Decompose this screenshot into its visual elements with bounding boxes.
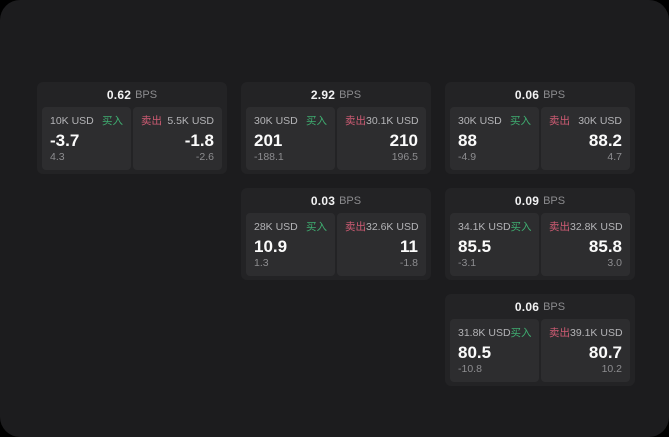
quote-panels: 28K USD 买入 10.9 1.3 卖出 32.6K USD 11 -1.8	[241, 213, 431, 280]
bps-unit-label: BPS	[543, 300, 566, 313]
sell-size: 32.6K USD	[366, 221, 419, 233]
sell-size: 39.1K USD	[570, 327, 623, 339]
bps-value: 0.03	[310, 193, 336, 208]
buy-size: 31.8K USD	[458, 327, 511, 339]
bps-unit-label: BPS	[543, 88, 566, 101]
sell-price: 85.8	[588, 237, 622, 256]
sell-sub-value: 196.5	[391, 151, 418, 163]
buy-size: 28K USD	[254, 221, 298, 233]
buy-label: 买入	[510, 327, 532, 339]
quote-card: 0.62 BPS 10K USD 买入 -3.7 4.3 卖出 5.5K USD	[37, 82, 227, 174]
sell-sub-value: -2.6	[195, 151, 214, 163]
bps-unit-label: BPS	[135, 88, 158, 101]
buy-label: 买入	[510, 221, 532, 233]
quote-card: 0.03 BPS 28K USD 买入 10.9 1.3 卖出 32.6K US…	[241, 188, 431, 280]
card-header: 2.92 BPS	[241, 82, 431, 107]
sell-price: 80.7	[588, 343, 622, 362]
buy-panel[interactable]: 31.8K USD 买入 80.5 -10.8	[450, 319, 539, 382]
buy-panel[interactable]: 34.1K USD 买入 85.5 -3.1	[450, 213, 539, 276]
buy-size: 30K USD	[458, 115, 502, 127]
bps-value: 0.62	[106, 87, 132, 102]
quote-card: 2.92 BPS 30K USD 买入 201 -188.1 卖出 30.1K …	[241, 82, 431, 174]
buy-size: 10K USD	[50, 115, 94, 127]
bps-value: 0.06	[514, 87, 540, 102]
sell-panel[interactable]: 卖出 32.8K USD 85.8 3.0	[541, 213, 630, 276]
buy-price: 88	[458, 131, 477, 150]
card-header: 0.09 BPS	[445, 188, 635, 213]
buy-size: 30K USD	[254, 115, 298, 127]
quote-card-grid: 0.62 BPS 10K USD 买入 -3.7 4.3 卖出 5.5K USD	[37, 82, 635, 386]
buy-sub-value: 1.3	[254, 257, 269, 269]
buy-label: 买入	[510, 115, 531, 127]
quote-card: 0.06 BPS 31.8K USD 买入 80.5 -10.8 卖出 39.1…	[445, 294, 635, 386]
sell-sub-value: 4.7	[607, 151, 622, 163]
bps-unit-label: BPS	[543, 194, 566, 207]
buy-label: 买入	[306, 115, 327, 127]
sell-sub-value: 10.2	[601, 363, 622, 375]
card-header: 0.06 BPS	[445, 294, 635, 319]
bps-value: 2.92	[310, 87, 336, 102]
sell-size: 30K USD	[578, 115, 622, 127]
sell-sub-value: 3.0	[607, 257, 622, 269]
buy-label: 买入	[306, 221, 327, 233]
buy-panel[interactable]: 10K USD 买入 -3.7 4.3	[42, 107, 131, 170]
sell-price: 88.2	[588, 131, 622, 150]
buy-size: 34.1K USD	[458, 221, 511, 233]
sell-price: 11	[400, 237, 418, 256]
card-header: 0.03 BPS	[241, 188, 431, 213]
sell-sub-value: -1.8	[399, 257, 418, 269]
sell-label: 卖出	[345, 115, 366, 127]
quote-panels: 30K USD 买入 201 -188.1 卖出 30.1K USD 210 1…	[241, 107, 431, 174]
quote-panels: 31.8K USD 买入 80.5 -10.8 卖出 39.1K USD 80.…	[445, 319, 635, 386]
buy-panel[interactable]: 30K USD 买入 88 -4.9	[450, 107, 539, 170]
buy-sub-value: -10.8	[458, 363, 482, 375]
sell-label: 卖出	[549, 115, 570, 127]
buy-price: 10.9	[254, 237, 288, 256]
sell-panel[interactable]: 卖出 39.1K USD 80.7 10.2	[541, 319, 630, 382]
bps-value: 0.09	[514, 193, 540, 208]
buy-panel[interactable]: 30K USD 买入 201 -188.1	[246, 107, 335, 170]
card-header: 0.06 BPS	[445, 82, 635, 107]
sell-size: 30.1K USD	[366, 115, 419, 127]
buy-price: -3.7	[50, 131, 80, 150]
buy-price: 80.5	[458, 343, 492, 362]
bps-unit-label: BPS	[339, 194, 362, 207]
sell-panel[interactable]: 卖出 30K USD 88.2 4.7	[541, 107, 630, 170]
sell-panel[interactable]: 卖出 30.1K USD 210 196.5	[337, 107, 426, 170]
sell-size: 5.5K USD	[167, 115, 214, 127]
sell-label: 卖出	[549, 221, 570, 233]
card-header: 0.62 BPS	[37, 82, 227, 107]
buy-sub-value: -4.9	[458, 151, 477, 163]
quote-panels: 34.1K USD 买入 85.5 -3.1 卖出 32.8K USD 85.8…	[445, 213, 635, 280]
sell-label: 卖出	[345, 221, 366, 233]
buy-price: 201	[254, 131, 283, 150]
sell-price: -1.8	[184, 131, 214, 150]
buy-sub-value: 4.3	[50, 151, 65, 163]
buy-panel[interactable]: 28K USD 买入 10.9 1.3	[246, 213, 335, 276]
quote-panels: 10K USD 买入 -3.7 4.3 卖出 5.5K USD -1.8 -2.…	[37, 107, 227, 174]
buy-sub-value: -188.1	[254, 151, 284, 163]
buy-sub-value: -3.1	[458, 257, 477, 269]
sell-label: 卖出	[141, 115, 162, 127]
sell-panel[interactable]: 卖出 5.5K USD -1.8 -2.6	[133, 107, 222, 170]
buy-label: 买入	[102, 115, 123, 127]
sell-panel[interactable]: 卖出 32.6K USD 11 -1.8	[337, 213, 426, 276]
sell-size: 32.8K USD	[570, 221, 623, 233]
quote-card: 0.06 BPS 30K USD 买入 88 -4.9 卖出 30K USD	[445, 82, 635, 174]
quote-card: 0.09 BPS 34.1K USD 买入 85.5 -3.1 卖出 32.8K…	[445, 188, 635, 280]
buy-price: 85.5	[458, 237, 492, 256]
quote-panels: 30K USD 买入 88 -4.9 卖出 30K USD 88.2 4.7	[445, 107, 635, 174]
bps-value: 0.06	[514, 299, 540, 314]
sell-label: 卖出	[549, 327, 570, 339]
sell-price: 210	[389, 131, 418, 150]
bps-unit-label: BPS	[339, 88, 362, 101]
